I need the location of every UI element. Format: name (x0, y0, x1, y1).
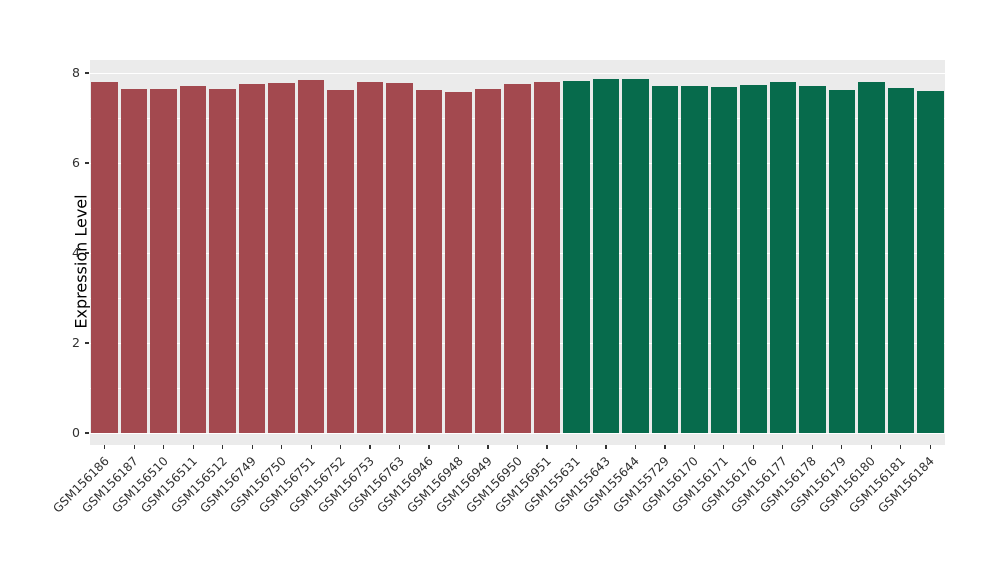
bar (327, 89, 354, 433)
x-tick-mark (251, 445, 253, 449)
x-tick-mark (398, 445, 401, 449)
bar (209, 88, 236, 433)
plot-panel (90, 60, 945, 445)
y-tick-mark (85, 162, 89, 164)
x-tick-mark (664, 445, 666, 449)
x-tick-mark (222, 445, 224, 449)
x-tick-mark (870, 445, 872, 449)
bar (474, 88, 502, 433)
x-tick-mark (457, 445, 460, 449)
bar (592, 78, 620, 433)
bar (445, 92, 472, 433)
bar (179, 85, 207, 433)
gridline-major (90, 73, 945, 75)
bar (681, 85, 708, 433)
x-tick-mark (340, 445, 342, 449)
x-tick-mark (575, 445, 578, 449)
bar (887, 87, 915, 433)
bar (622, 78, 649, 433)
x-tick-mark (900, 445, 902, 449)
bar (356, 82, 384, 433)
y-tick-label: 2 (72, 335, 80, 350)
x-tick-mark (546, 445, 548, 449)
x-tick-mark (428, 445, 430, 449)
y-tick-label: 6 (72, 155, 80, 170)
x-tick-mark (281, 445, 283, 449)
y-tick-label: 0 (72, 425, 80, 440)
y-axis-title: Expression Level (71, 194, 91, 329)
bar (710, 86, 738, 433)
y-tick-label: 4 (72, 245, 80, 260)
bar (91, 82, 118, 433)
bar (297, 79, 325, 433)
y-tick-mark (85, 342, 89, 344)
y-tick-mark (85, 252, 89, 254)
x-tick-mark (929, 445, 931, 449)
x-tick-mark (310, 445, 312, 449)
bar (740, 85, 767, 433)
bar (504, 84, 531, 433)
x-tick-mark (487, 445, 489, 449)
x-tick-mark (163, 445, 165, 449)
bar (858, 82, 885, 433)
bar (386, 83, 413, 433)
x-tick-mark (369, 445, 371, 449)
x-tick-mark (133, 445, 135, 449)
bar (120, 88, 148, 433)
y-tick-mark (85, 432, 89, 434)
bar (533, 82, 561, 433)
bar (563, 81, 590, 433)
y-tick-mark (85, 72, 89, 74)
x-tick-mark (811, 445, 813, 449)
x-tick-mark (516, 445, 519, 449)
x-tick-mark (605, 445, 607, 449)
x-tick-mark (634, 445, 637, 449)
x-tick-mark (782, 445, 784, 449)
bar (828, 89, 856, 433)
x-tick-mark (752, 445, 754, 449)
gridline-major (90, 433, 945, 435)
bar (799, 85, 826, 433)
x-tick-mark (192, 445, 194, 449)
bar (769, 82, 797, 433)
bar (150, 88, 177, 433)
x-tick-mark (841, 445, 843, 449)
bar (651, 85, 679, 433)
x-tick-mark (723, 445, 725, 449)
bar (268, 83, 295, 433)
bar (415, 90, 443, 433)
y-tick-label: 8 (72, 65, 80, 80)
bar (916, 91, 944, 433)
bar (238, 84, 266, 433)
x-tick-mark (104, 445, 106, 449)
x-tick-mark (693, 445, 695, 449)
